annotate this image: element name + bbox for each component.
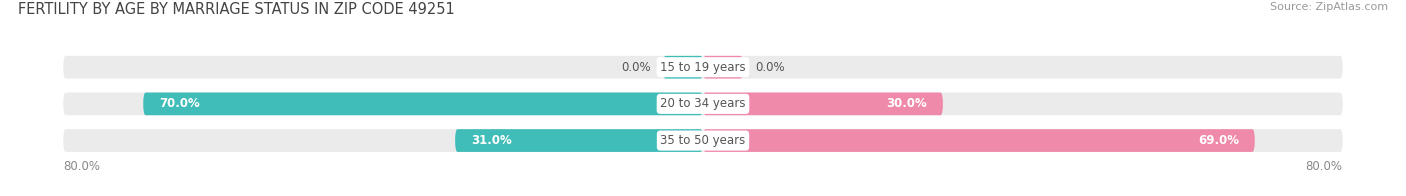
Text: 0.0%: 0.0% [621,61,651,74]
Text: 80.0%: 80.0% [63,160,100,173]
FancyBboxPatch shape [703,56,742,79]
Text: Source: ZipAtlas.com: Source: ZipAtlas.com [1270,2,1388,12]
Text: 80.0%: 80.0% [1306,160,1343,173]
FancyBboxPatch shape [664,56,703,79]
FancyBboxPatch shape [703,129,1254,152]
Text: 31.0%: 31.0% [471,134,512,147]
FancyBboxPatch shape [63,129,1343,152]
Text: 15 to 19 years: 15 to 19 years [661,61,745,74]
Text: 35 to 50 years: 35 to 50 years [661,134,745,147]
FancyBboxPatch shape [143,93,703,115]
Text: 20 to 34 years: 20 to 34 years [661,97,745,110]
Text: 70.0%: 70.0% [159,97,200,110]
Text: 30.0%: 30.0% [886,97,927,110]
Text: 69.0%: 69.0% [1198,134,1239,147]
FancyBboxPatch shape [63,56,1343,79]
Text: FERTILITY BY AGE BY MARRIAGE STATUS IN ZIP CODE 49251: FERTILITY BY AGE BY MARRIAGE STATUS IN Z… [18,2,456,17]
FancyBboxPatch shape [703,93,943,115]
FancyBboxPatch shape [456,129,703,152]
FancyBboxPatch shape [63,93,1343,115]
Text: 0.0%: 0.0% [755,61,785,74]
